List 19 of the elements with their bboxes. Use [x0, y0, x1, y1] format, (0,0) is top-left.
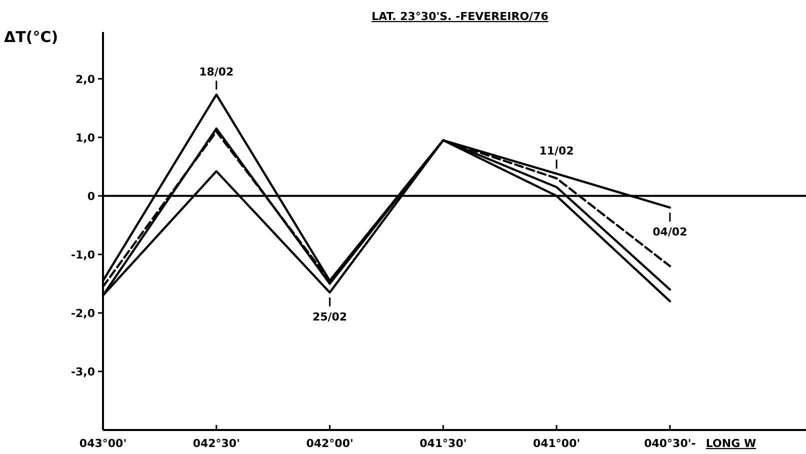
- x-tick-label: 042°00': [306, 437, 354, 450]
- x-tick-label: 041°00': [532, 437, 580, 450]
- y-tick-label: -1,0: [70, 248, 96, 262]
- annotation: 04/02: [652, 226, 688, 239]
- x-tick-label: 040°30'-: [644, 437, 696, 450]
- y-tick-label: -3,0: [70, 365, 96, 378]
- y-tick-label: -2,0: [70, 306, 96, 320]
- x-tick-label: 041°30': [420, 437, 467, 450]
- x-tick-label: 042°30': [192, 437, 240, 450]
- y-axis-title: ΔT(°C): [4, 28, 58, 46]
- chart-title: LAT. 23°30'S. -FEVEREIRO/76: [372, 10, 549, 23]
- x-tick-label: 043°00': [79, 437, 127, 450]
- annotation: 11/02: [539, 144, 574, 158]
- annotation: 18/02: [199, 66, 234, 79]
- y-tick-label: 0: [87, 190, 96, 203]
- y-tick-label: 1,0: [76, 131, 96, 144]
- y-tick-label: 2,0: [76, 72, 96, 86]
- x-axis-title: LONG W: [706, 437, 756, 450]
- annotation: 25/02: [312, 310, 348, 324]
